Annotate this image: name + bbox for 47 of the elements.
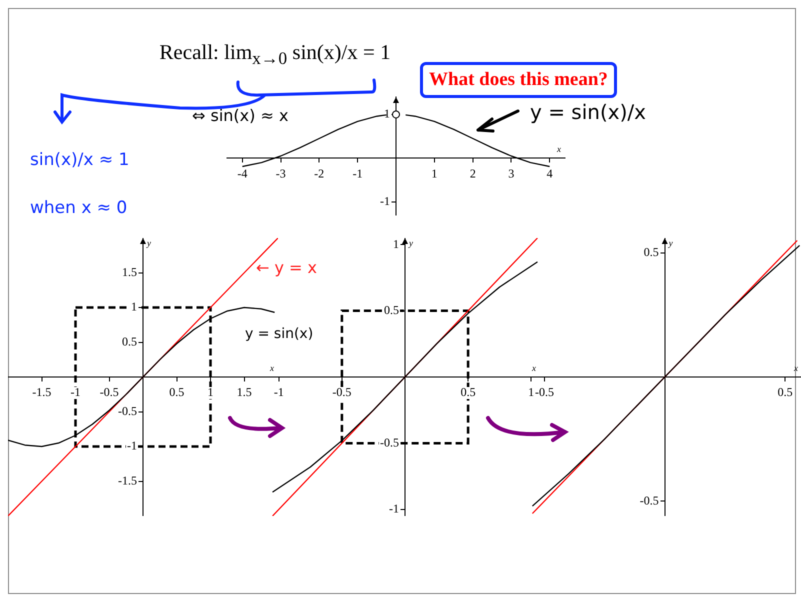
x-tick-label: 0.5 [778,385,793,400]
x-tick-label: -0.5 [332,385,352,400]
x-tick-label: 2 [470,166,476,180]
x-tick-label: 3 [508,166,514,180]
y-axis-title: y [146,238,151,248]
x-tick-label: 4 [546,166,553,180]
y-tick-label: 1 [393,236,399,251]
x-tick-label: -1 [352,166,363,180]
y-tick-label: -1 [389,502,399,516]
x-tick-label: -1 [70,385,80,400]
annotation: y = sin(x)/x [530,100,646,124]
x-tick-label: -0.5 [534,385,554,400]
x-tick-label: 0.5 [460,385,476,400]
x-tick-label: 1.5 [236,385,252,400]
y-tick-label: 0.5 [384,302,399,317]
annotation: y = sin(x) [245,326,314,342]
y-tick-label: 1 [131,300,137,314]
x-tick-label: 0.5 [169,385,184,400]
y-tick-label: 1 [384,106,390,121]
x-tick-label: 1 [528,385,534,400]
x-axis-title: x [556,144,561,154]
x-tick-label: 1 [208,385,214,400]
y-tick-label: 1.5 [122,264,137,279]
x-axis-title: x [269,363,274,373]
y-tick-label: -1.5 [118,473,137,488]
y-axis-title: y [668,238,673,248]
annotation: ← y = x [256,258,318,277]
x-tick-label: -2 [314,166,324,180]
y-tick-label: -0.5 [118,404,137,418]
chart-title: Recall: lim$_{x→0}$ sin(x)/x = 1 [158,40,392,70]
text: when x ≈ 0 [30,198,128,218]
x-tick-label: -3 [276,166,286,180]
x-tick-label: 1 [431,166,438,180]
x-tick-label: -0.5 [100,385,119,400]
y-axis-title: y [408,238,413,248]
y-tick-label: 0.5 [122,334,137,348]
x-tick-label: -1 [274,385,284,400]
x-axis-title: x [793,363,798,373]
y-tick-label: -0.5 [380,435,399,450]
text: sin(x)/x ≈ 1 [30,150,130,170]
y-tick-label: -1 [127,438,137,453]
x-axis-title: x [531,363,536,373]
text: What does this mean? [420,62,617,98]
x-tick-label: -4 [237,166,248,180]
x-tick-label: -1.5 [32,385,52,400]
y-tick-label: -1 [380,194,390,208]
annotation: ⇔ sin(x) ≈ x [192,106,288,125]
